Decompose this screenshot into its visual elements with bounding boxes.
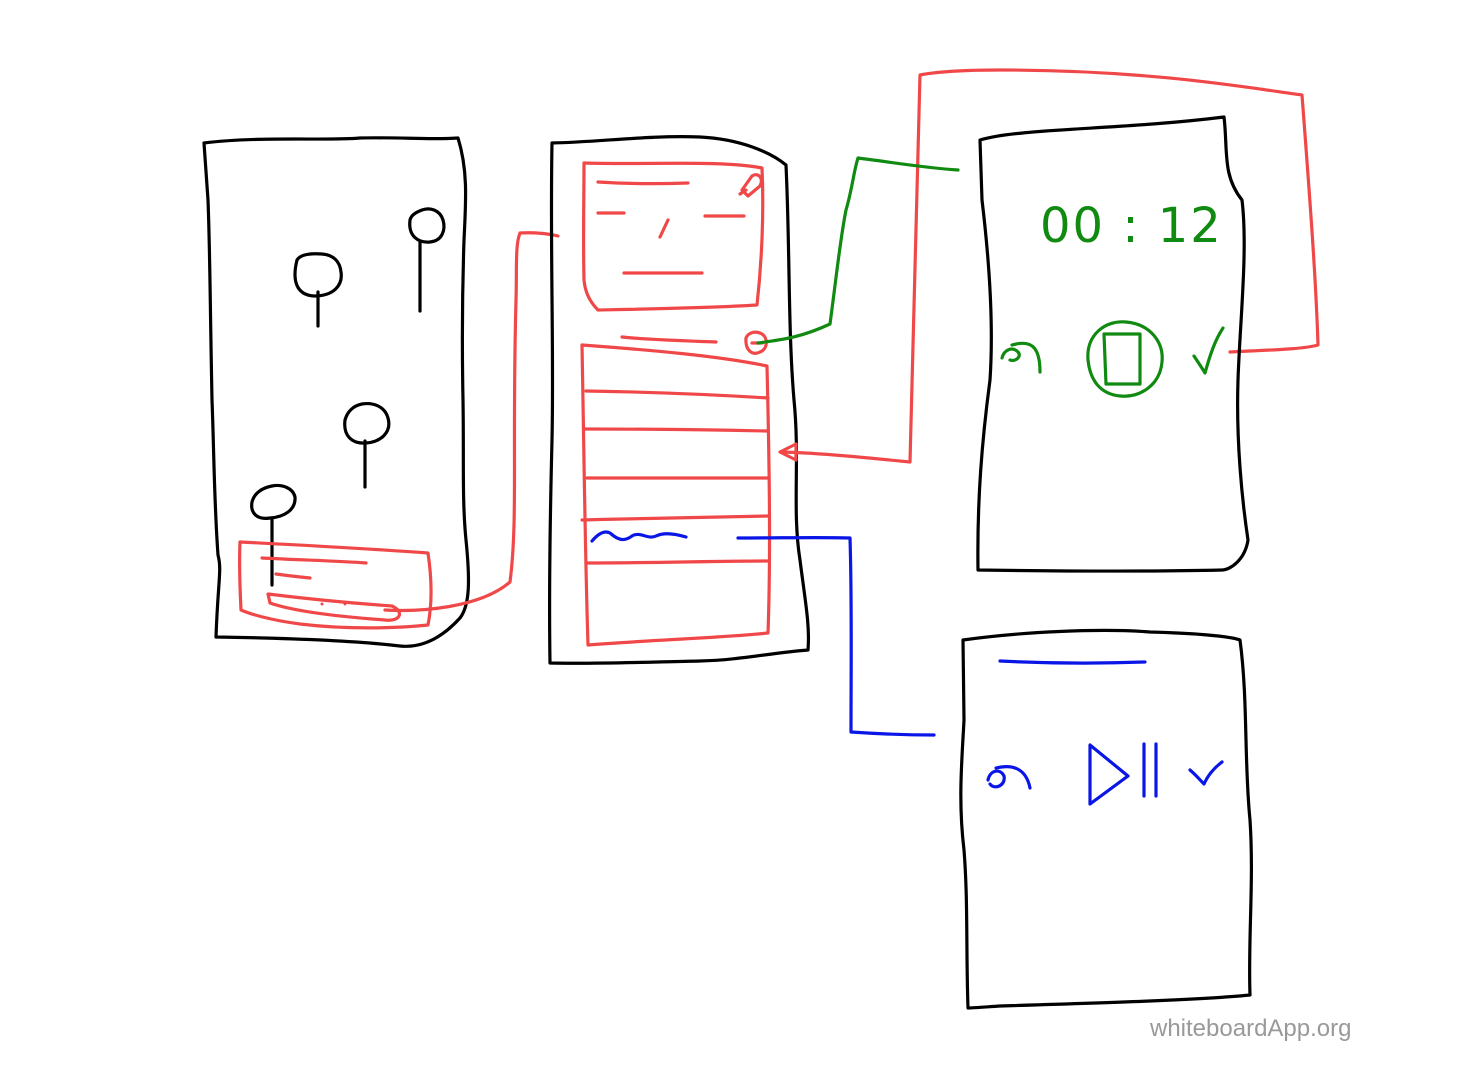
card-dot bbox=[343, 602, 347, 606]
flow-card-to-list bbox=[383, 231, 560, 613]
arrow-head-icon bbox=[778, 442, 798, 462]
card-subtitle-line bbox=[274, 572, 312, 580]
screen-timer-frame bbox=[976, 115, 1250, 573]
list-detail-card[interactable] bbox=[581, 161, 765, 312]
table-row[interactable] bbox=[584, 559, 769, 565]
map-info-card[interactable] bbox=[237, 540, 433, 630]
card-detail-button[interactable] bbox=[266, 592, 402, 622]
list-table bbox=[580, 343, 772, 647]
undo-icon[interactable] bbox=[986, 765, 1032, 790]
flow-recording-play bbox=[736, 535, 936, 737]
card-title-line bbox=[260, 556, 368, 565]
stop-icon[interactable] bbox=[1086, 320, 1164, 398]
list-table-outline bbox=[580, 343, 772, 647]
play-pause-icon[interactable] bbox=[1088, 742, 1158, 806]
map-pin-icon[interactable] bbox=[293, 252, 343, 328]
map-pin-icon[interactable] bbox=[408, 207, 446, 313]
section-title-line bbox=[620, 335, 718, 344]
detail-title-line bbox=[596, 180, 690, 186]
screen-timer: 00 : 12 bbox=[976, 115, 1250, 573]
checkmark-icon[interactable] bbox=[1192, 326, 1225, 375]
pencil-icon[interactable] bbox=[738, 173, 763, 198]
detail-separator bbox=[658, 218, 670, 239]
card-dot bbox=[320, 602, 324, 606]
flow-timer-return bbox=[780, 68, 1320, 464]
map-pin-icon[interactable] bbox=[250, 483, 297, 587]
screen-playback bbox=[959, 628, 1253, 1010]
map-pin-icon[interactable] bbox=[343, 401, 391, 489]
recording-row-label[interactable] bbox=[590, 530, 688, 543]
timer-display: 00 : 12 bbox=[1040, 198, 1223, 254]
screen-list-frame bbox=[548, 135, 811, 665]
undo-icon[interactable] bbox=[1000, 341, 1042, 374]
table-row[interactable] bbox=[584, 389, 770, 400]
screen-list bbox=[548, 135, 811, 665]
screen-map bbox=[202, 136, 471, 648]
flow-timer-start bbox=[756, 156, 960, 345]
watermark-label: whiteboardApp.org bbox=[1150, 1015, 1352, 1042]
screen-map-frame bbox=[202, 136, 471, 648]
recording-title-line bbox=[998, 659, 1147, 665]
checkmark-icon[interactable] bbox=[1188, 760, 1224, 786]
table-row[interactable] bbox=[582, 427, 769, 433]
table-row[interactable] bbox=[580, 514, 770, 522]
screen-playback-frame bbox=[959, 628, 1253, 1010]
